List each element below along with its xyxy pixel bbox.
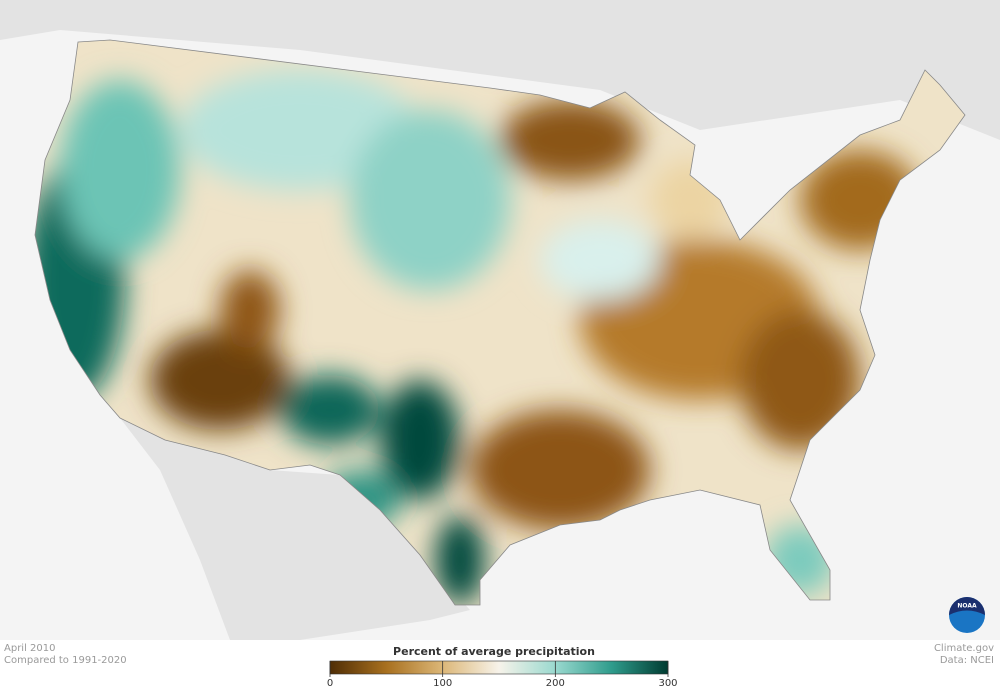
logo-top (949, 597, 985, 615)
us-outline (34, 39, 966, 606)
map-shading (35, 70, 920, 605)
legend-title: Percent of average precipitation (393, 645, 595, 658)
logo-text: NOAA (957, 603, 977, 610)
mexico (120, 418, 470, 640)
date: April 2010 (4, 643, 55, 654)
legend-tick-label: 300 (658, 678, 677, 689)
baseline: Compared to 1991-2020 (4, 655, 127, 666)
legend-tick-label: 100 (433, 678, 452, 689)
canada (0, 0, 1000, 140)
source: Data: NCEI (940, 655, 994, 666)
legend-colorbar (329, 660, 669, 675)
noaa-logo: NOAA (949, 597, 985, 633)
site: Climate.gov (934, 643, 994, 654)
legend-tick-label: 200 (546, 678, 565, 689)
legend-tick-label: 0 (327, 678, 333, 689)
